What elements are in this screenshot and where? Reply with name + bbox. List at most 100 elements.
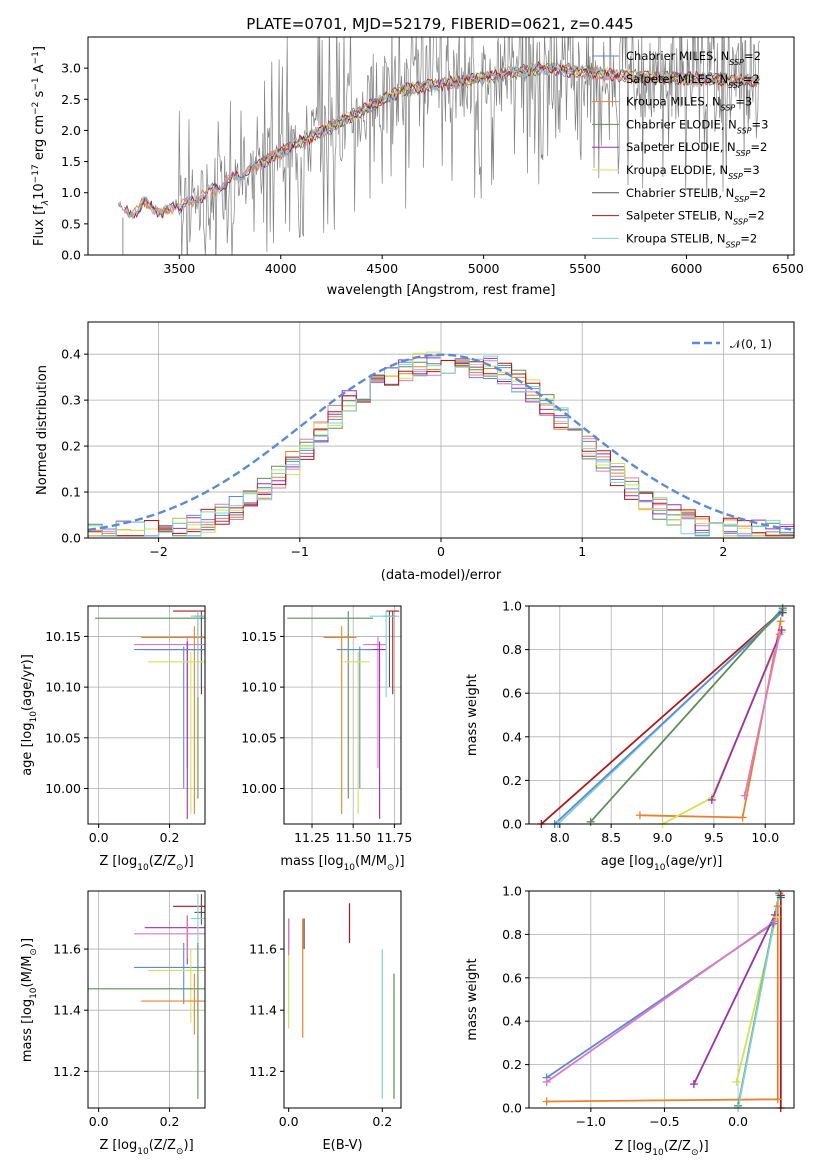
- spectrum-xtick-label: 3500: [163, 261, 195, 276]
- weight-line-chabrier_miles: [554, 611, 783, 824]
- weight-line-salpeter_elodie: [710, 629, 783, 801]
- clipRes-marks: [88, 351, 794, 537]
- weight_vs_age-ytick-label: 0.8: [502, 642, 522, 657]
- weight_vs_Z-ytick-label: 0.4: [502, 1014, 522, 1029]
- weight_vs_age-xtick-label: 9.5: [704, 830, 724, 845]
- age_vs_Z-ytick-label: 10.00: [45, 781, 81, 796]
- clip-age_vs_mass-marks: [287, 610, 400, 819]
- weight-marker-kroupa_miles: [776, 617, 785, 626]
- legend-entry-chabrier_elodie: Chabrier ELODIE, NSSP=3: [626, 117, 768, 135]
- weight-marker-chabrier_stelib: [776, 893, 785, 902]
- gaussian-curve: [88, 353, 792, 532]
- weight_vs_Z-frame: [528, 890, 795, 1109]
- spectrum-ytick-label: 0.0: [61, 248, 81, 263]
- residuals-xlabel: (data-model)/error: [381, 568, 502, 583]
- spectrum-xlabel: wavelength [Angstrom, rest frame]: [327, 283, 556, 298]
- spectrum-ytick-label: 2.5: [61, 92, 81, 107]
- age_vs_Z-xtick-label: 0.0: [89, 830, 109, 845]
- residuals-xtick-label: −2: [149, 544, 167, 559]
- spectrum-model-kroupa_elodie: [260, 61, 760, 165]
- weight_vs_age-xlabel: age [log10(age/yr)]: [601, 854, 723, 873]
- weight_vs_Z-ytick-label: 0.2: [502, 1057, 522, 1072]
- legend-entry-kroupa_elodie: Kroupa ELODIE, NSSP=3: [626, 163, 760, 181]
- weight_vs_age-ytick-label: 0.0: [502, 817, 522, 832]
- legend-gaussian-label: 𝒩(0, 1): [730, 337, 772, 351]
- weight_vs_Z-ytick-label: 0.6: [502, 970, 522, 985]
- mass_vs_ebv-xtick-label: 0.0: [279, 1114, 299, 1129]
- weight_vs_Z-xtick-label: −0.5: [649, 1114, 679, 1129]
- residuals-xtick-label: −1: [291, 544, 309, 559]
- spectrum-ytick-label: 1.0: [61, 185, 81, 200]
- residuals-xtick-label: 1: [578, 544, 586, 559]
- weight_vs_Z-xlabel: Z [log10(Z/Z⊙)]: [614, 1139, 708, 1158]
- weight-marker-kroupa_elodie: [732, 1077, 741, 1086]
- weight-marker-kroupa_miles: [773, 902, 782, 911]
- weight_vs_age-xtick-label: 9.0: [653, 830, 673, 845]
- weight_vs_Z-xtick-label: 0.0: [728, 1114, 748, 1129]
- weight-marker-salpeter_miles: [740, 791, 749, 800]
- spectrum-ytick-label: 1.5: [61, 154, 81, 169]
- weight-line-kroupa_stelib: [737, 895, 781, 1108]
- age_vs_mass-xtick-label: 11.25: [294, 830, 330, 845]
- weight_vs_age-ytick-label: 1.0: [502, 599, 522, 614]
- legend-entry-chabrier_miles: Chabrier MILES, NSSP=2: [626, 49, 761, 67]
- mass_vs_ebv-ytick-label: 11.2: [249, 1064, 277, 1079]
- weight-marker-kroupa_miles: [542, 1097, 551, 1106]
- weight_vs_age-ytick-label: 0.6: [502, 686, 522, 701]
- residuals-ytick-label: 0.4: [61, 347, 81, 362]
- age_vs_Z-ytick-label: 10.15: [45, 629, 81, 644]
- legend-entry-salpeter_stelib: Salpeter STELIB, NSSP=2: [626, 209, 765, 227]
- clip-mass_vs_Z-marks: [88, 894, 205, 1099]
- residuals-ytick-label: 0.1: [61, 485, 81, 500]
- residuals-ytick-label: 0.3: [61, 393, 81, 408]
- age_vs_Z-ylabel: age [log10(age/yr)]: [20, 654, 39, 776]
- weight_vs_age-xtick-label: 10.0: [751, 830, 779, 845]
- legend-entry-kroupa_stelib: Kroupa STELIB, NSSP=2: [626, 231, 757, 249]
- figure-title: PLATE=0701, MJD=52179, FIBERID=0621, z=0…: [246, 15, 633, 33]
- residuals-ylabel: Normed distribution: [35, 365, 50, 495]
- spectrum-xtick-label: 5500: [569, 261, 601, 276]
- clip-mass_vs_ebv-marks: [288, 903, 395, 1099]
- mass_vs_Z-ylabel: mass [log10(M/M⊙)]: [20, 938, 39, 1062]
- weight-line-kroupa_miles: [639, 621, 782, 819]
- weight-marker-salpeter_elodie: [707, 796, 716, 805]
- weight_vs_Z-xtick-label: −1.0: [576, 1114, 606, 1129]
- age_vs_Z-xlabel: Z [log10(Z/Z⊙)]: [99, 854, 193, 873]
- mass_vs_ebv-frame: [283, 890, 402, 1109]
- residuals-xtick-label: 0: [437, 544, 445, 559]
- age_vs_mass-ytick-label: 10.15: [241, 629, 277, 644]
- weight_vs_Z-ytick-label: 0.8: [502, 927, 522, 942]
- age_vs_mass-xtick-label: 11.50: [335, 830, 371, 845]
- legend-entry-salpeter_miles: Salpeter MILES, NSSP=2: [626, 72, 760, 90]
- residuals-ytick-label: 0.2: [61, 439, 81, 454]
- mass_vs_Z-ytick-label: 11.6: [53, 942, 81, 957]
- weight_vs_age-xtick-label: 8.5: [601, 830, 621, 845]
- weight-line-salpeter_stelib: [540, 609, 784, 824]
- weight-line-chabrier_elodie: [589, 607, 784, 823]
- weight-marker-salpeter_miles: [542, 1077, 551, 1086]
- legend-entry-chabrier_stelib: Chabrier STELIB, NSSP=2: [626, 186, 766, 204]
- mass_vs_Z-xtick-label: 0.0: [89, 1114, 109, 1129]
- age_vs_mass-xtick-label: 11.75: [377, 830, 413, 845]
- weight-marker-salpeter_miles: [775, 630, 784, 639]
- weight-line-salpeter_miles: [743, 634, 781, 796]
- clip-weight_vs_age-marks: [540, 607, 784, 824]
- age_vs_mass-ytick-label: 10.00: [241, 781, 277, 796]
- weight_vs_age-xtick-label: 8.0: [550, 830, 570, 845]
- mass_vs_Z-xtick-label: 0.2: [160, 1114, 180, 1129]
- age_vs_mass-ytick-label: 10.05: [241, 730, 277, 745]
- weight-marker-salpeter_elodie: [689, 1080, 698, 1089]
- weight-marker-kroupa_miles: [635, 811, 644, 820]
- weight_vs_age-ytick-label: 0.2: [502, 773, 522, 788]
- mass_vs_ebv-xlabel: E(B-V): [322, 1138, 362, 1153]
- age_vs_Z-ytick-label: 10.05: [45, 730, 81, 745]
- spectrum-xtick-label: 5000: [468, 261, 500, 276]
- weight-line-kroupa_elodie: [662, 631, 783, 824]
- weight_vs_age-ylabel: mass weight: [465, 674, 480, 756]
- weight-marker-kroupa_elodie: [772, 913, 781, 922]
- spectrum-ytick-label: 2.0: [61, 123, 81, 138]
- mass_vs_Z-xlabel: Z [log10(Z/Z⊙)]: [99, 1138, 193, 1157]
- plots-layer: 3500 4000 4500 5000 5500 6000 6500 0.0 0.5 1.0 1.5…: [20, 36, 804, 1158]
- spectrum-xtick-label: 4000: [265, 261, 297, 276]
